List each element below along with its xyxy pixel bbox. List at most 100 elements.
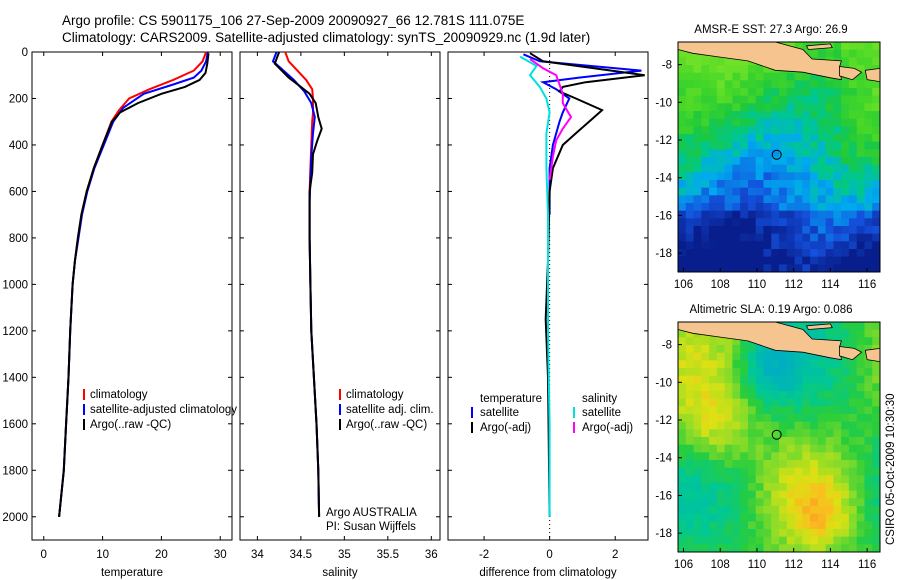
map-cell <box>786 95 796 104</box>
map-cell <box>856 226 866 235</box>
map-cell <box>763 126 772 135</box>
map-cell <box>740 118 749 127</box>
map-cell <box>678 544 687 552</box>
map-cell <box>794 95 803 104</box>
map-cell <box>833 264 842 272</box>
map-cell <box>771 164 780 173</box>
map-cell <box>825 460 834 469</box>
map-cell <box>848 513 858 522</box>
sla-map-field <box>678 322 880 552</box>
map-cell <box>693 256 702 265</box>
map-cell <box>716 406 726 415</box>
map-cell <box>755 460 765 469</box>
map-cell <box>856 544 866 552</box>
map-cell <box>872 398 880 407</box>
map-cell <box>872 544 880 552</box>
salinity-axes-box <box>239 51 441 541</box>
map-cell <box>747 421 757 430</box>
map-cell <box>771 157 780 166</box>
x-tick-label: 34 <box>251 549 264 561</box>
map-cell <box>763 111 772 120</box>
map-cell <box>864 444 873 453</box>
map-cell <box>763 513 772 522</box>
map-cell <box>802 103 811 112</box>
map-cell <box>763 249 772 258</box>
map-cell <box>841 57 850 66</box>
map-cell <box>701 375 710 384</box>
map-cell <box>786 375 796 384</box>
map-cell <box>678 406 687 415</box>
map-cell <box>732 414 741 423</box>
map-cell <box>779 521 788 530</box>
map-cell <box>685 490 695 499</box>
map-cell <box>685 429 695 438</box>
map-cell <box>779 352 788 361</box>
map-cell <box>848 103 858 112</box>
profile-panel-temperature: 0 10 20 30020040060080010001200140016001800… <box>2 47 237 579</box>
map-cell <box>755 375 765 384</box>
map-cell <box>848 80 858 89</box>
map-cell <box>825 249 834 258</box>
map-cell <box>716 241 726 250</box>
map-cell <box>693 249 702 258</box>
map-cell <box>701 203 710 212</box>
map-cell <box>693 506 702 515</box>
map-cell <box>786 521 796 530</box>
map-cell <box>747 103 757 112</box>
map-cell <box>678 164 687 173</box>
map-cell <box>709 187 718 196</box>
map-cell <box>810 195 819 204</box>
map-cell <box>833 149 842 158</box>
map-cell <box>810 383 819 392</box>
map-cell <box>709 80 718 89</box>
map-cell <box>833 103 842 112</box>
map-cell <box>678 429 687 438</box>
map-cell <box>810 149 819 158</box>
map-cell <box>755 187 765 196</box>
map-cell <box>833 429 842 438</box>
map-cell <box>825 203 834 212</box>
map-cell <box>709 429 718 438</box>
x-tick-label: 108 <box>711 559 730 571</box>
map-cell <box>685 172 695 181</box>
y-tick-label: -14 <box>655 453 672 465</box>
map-cell <box>732 103 741 112</box>
map-cell <box>771 233 780 242</box>
map-cell <box>872 164 880 173</box>
map-cell <box>709 118 718 127</box>
x-tick-label: 35.5 <box>377 549 399 561</box>
map-cell <box>817 218 827 227</box>
map-cell <box>732 498 741 507</box>
map-cell <box>786 444 796 453</box>
map-cell <box>678 529 687 538</box>
map-cell <box>732 149 741 158</box>
map-cell <box>856 460 866 469</box>
map-cell <box>856 483 866 492</box>
map-cell <box>747 383 757 392</box>
map-cell <box>841 111 850 120</box>
map-cell <box>825 483 834 492</box>
map-cell <box>701 264 710 272</box>
map-cell <box>709 498 718 507</box>
map-cell <box>732 157 741 166</box>
map-cell <box>740 65 749 74</box>
map-cell <box>817 226 827 235</box>
land-java <box>678 322 842 361</box>
map-cell <box>786 368 796 377</box>
map-cell <box>872 429 880 438</box>
map-cell <box>802 391 811 400</box>
map-cell <box>763 421 772 430</box>
map-cell <box>678 149 687 158</box>
map-cell <box>872 49 880 58</box>
map-cell <box>786 80 796 89</box>
map-cell <box>740 375 749 384</box>
map-cell <box>872 529 880 538</box>
map-cell <box>794 210 803 219</box>
map-cell <box>833 195 842 204</box>
map-cell <box>747 475 757 484</box>
map-cell <box>786 187 796 196</box>
map-cell <box>732 360 741 369</box>
map-cell <box>786 226 796 235</box>
map-cell <box>724 195 733 204</box>
map-cell <box>716 172 726 181</box>
